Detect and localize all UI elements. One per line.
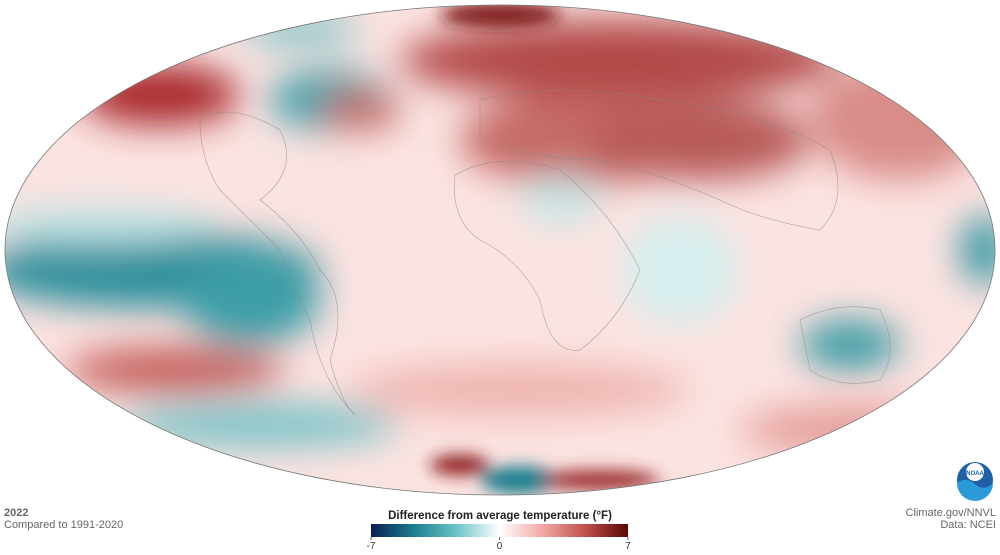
logo-text: NOAA: [966, 471, 984, 477]
data-credit: Data: NCEI: [940, 519, 996, 531]
source-credit: Climate.gov/NNVL: [906, 507, 996, 519]
colorbar-tick-label: 7: [625, 541, 631, 552]
colorbar-tick-label: -7: [367, 541, 376, 552]
year-title: 2022: [4, 507, 28, 519]
noaa-logo: NOAA: [957, 462, 993, 501]
legend-title: Difference from average temperature (°F): [388, 510, 612, 522]
anomaly-map: [5, 5, 995, 495]
baseline-subtitle: Compared to 1991-2020: [4, 519, 123, 531]
colorbar-tick-label: 0: [497, 541, 503, 552]
colorbar: [371, 524, 628, 537]
globe-outline: [4, 4, 996, 496]
